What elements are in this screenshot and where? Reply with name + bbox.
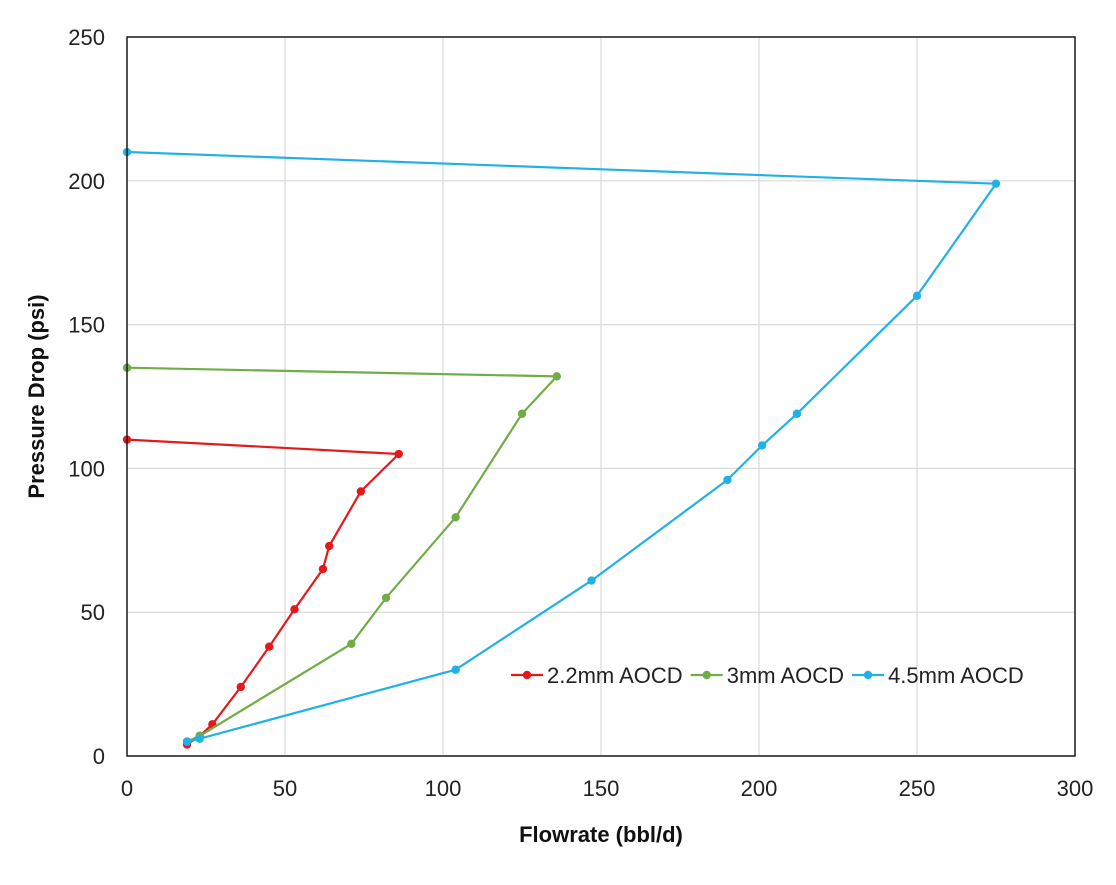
data-point [325, 541, 334, 551]
legend-label-3: 4.5mm AOCD [888, 663, 1024, 688]
x-tick-label: 50 [273, 776, 297, 801]
data-point [552, 372, 561, 381]
data-point [587, 576, 596, 585]
legend: 2.2mm AOCD 3mm AOCD 4.5mm AOCD [511, 663, 1024, 688]
data-point [356, 487, 366, 496]
plot-frame [126, 36, 1076, 757]
y-tick-label: 200 [68, 169, 105, 194]
legend-label-1: 2.2mm AOCD [547, 663, 683, 688]
x-tick-label: 250 [899, 776, 936, 801]
y-tick-label: 50 [81, 600, 105, 625]
data-point [381, 593, 391, 603]
data-point [318, 564, 328, 574]
data-point [451, 513, 460, 522]
y-tick-label: 0 [93, 744, 105, 769]
data-point [517, 409, 527, 418]
data-point [290, 605, 299, 614]
x-tick-label: 150 [583, 776, 620, 801]
data-point [265, 642, 274, 651]
data-point [182, 737, 192, 746]
x-axis-title: Flowrate (bbl/d) [519, 822, 683, 847]
legend-marker-1 [522, 670, 532, 680]
legend-marker-3 [863, 670, 873, 680]
data-point [451, 665, 460, 674]
x-tick-label: 300 [1057, 776, 1094, 801]
x-tick-label: 100 [425, 776, 462, 801]
data-point [347, 639, 356, 649]
data-point [195, 734, 204, 743]
data-point [991, 179, 1001, 188]
data-point [757, 441, 767, 450]
series-line-3 [126, 150, 998, 743]
series-line-2 [126, 366, 558, 743]
legend-marker-2 [702, 670, 711, 680]
axis-layer: 0 50 100 150 200 250 0 50 100 150 200 250 300 [68, 25, 1093, 801]
data-point [723, 475, 732, 485]
series-layer [122, 147, 1001, 749]
y-axis-title: Pressure Drop (psi) [24, 294, 49, 498]
y-tick-label: 250 [68, 25, 105, 50]
data-point [912, 291, 922, 301]
data-point [394, 449, 403, 459]
legend-label-2: 3mm AOCD [727, 663, 844, 688]
data-point [236, 682, 245, 692]
data-point [792, 409, 802, 418]
x-tick-label: 200 [741, 776, 778, 801]
y-tick-label: 150 [68, 313, 105, 338]
x-tick-label: 0 [121, 776, 133, 801]
y-tick-label: 100 [68, 456, 105, 481]
